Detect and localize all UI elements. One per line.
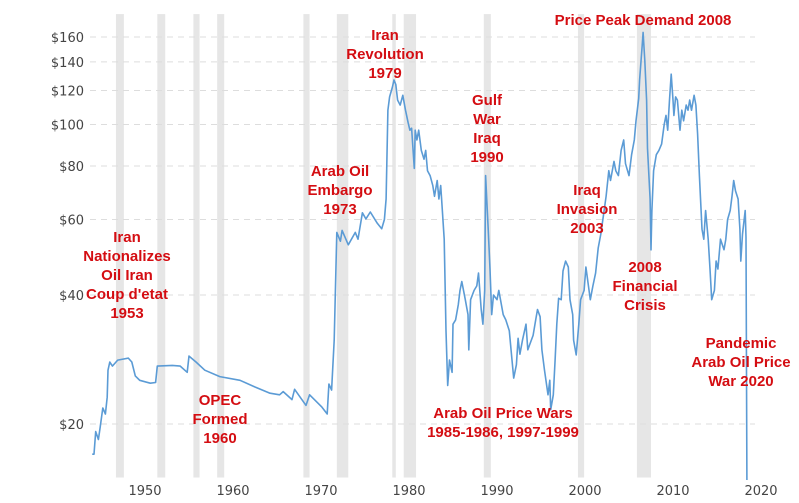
event-annotation: Arab Oil Embargo 1973 (307, 162, 372, 219)
annotation-line: Pandemic (705, 335, 777, 352)
x-axis-ticks: 1950 1960 1970 1980 1990 2000 2010 2020 (128, 484, 777, 499)
recession-band (392, 14, 396, 478)
annotation-line: 1990 (470, 149, 504, 166)
y-tick-label: $60 (59, 214, 84, 229)
annotation-line: Invasion (556, 201, 618, 218)
annotation-line: Iraq (573, 182, 601, 199)
annotation-line: Arab Oil Price (691, 354, 791, 371)
annotation-line: Revolution (346, 46, 424, 63)
x-tick-label: 1950 (128, 484, 161, 499)
annotation-line: 1953 (110, 305, 144, 322)
recession-band (577, 14, 585, 478)
annotation-line: 1985-1986, 1997-1999 (427, 424, 579, 441)
annotation-line: War 2020 (708, 373, 774, 390)
event-annotation: Iraq Invasion 2003 (557, 181, 618, 238)
annotation-line: Oil Iran (101, 267, 153, 284)
recession-band (193, 14, 200, 478)
event-annotation: Gulf War Iraq 1990 (470, 91, 503, 167)
annotation-line: Formed (192, 411, 248, 428)
event-annotation: Price Peak Demand 2008 (555, 11, 732, 30)
annotation-line: 2003 (570, 220, 604, 237)
x-tick-label: 2010 (656, 484, 689, 499)
annotation-line: Gulf (472, 92, 502, 109)
gridlines (90, 36, 755, 425)
annotation-line: Iran (371, 27, 399, 44)
recession-band (336, 14, 349, 478)
event-annotation: Iran Nationalizes Oil Iran Coup d'etat 1953 (83, 228, 171, 323)
annotation-line: Crisis (624, 297, 666, 314)
recession-band (157, 14, 166, 478)
y-axis-ticks: $20 $40 $60 $80 $100 $120 $140 $160 (51, 31, 84, 433)
recession-band (403, 14, 417, 478)
annotation-line: 2008 (628, 259, 662, 276)
y-tick-label: $100 (51, 118, 84, 133)
annotation-line: 1973 (323, 201, 357, 218)
annotation-line: Coup d'etat (86, 286, 168, 303)
y-tick-label: $80 (59, 160, 84, 175)
event-annotation: Pandemic Arab Oil Price War 2020 (691, 334, 790, 391)
y-tick-label: $120 (51, 85, 84, 100)
y-tick-label: $40 (59, 289, 84, 304)
y-tick-label: $140 (51, 56, 84, 71)
x-tick-label: 1990 (480, 484, 513, 499)
annotation-line: Arab Oil Price Wars (433, 405, 573, 422)
y-tick-label: $20 (59, 418, 84, 433)
x-tick-label: 2000 (568, 484, 601, 499)
annotation-line: Nationalizes (83, 248, 171, 265)
price-series-line (92, 31, 748, 481)
x-tick-label: 1960 (216, 484, 249, 499)
annotation-line: Price Peak Demand 2008 (554, 12, 732, 29)
recession-band (483, 14, 491, 478)
event-annotation: OPEC Formed 1960 (192, 391, 247, 448)
annotation-line: War (473, 111, 501, 128)
recession-band (303, 14, 310, 478)
annotation-line: Arab Oil (310, 163, 370, 180)
recession-band (217, 14, 225, 478)
annotation-line: Embargo (307, 182, 373, 199)
event-annotation: Iran Revolution 1979 (346, 26, 424, 83)
annotation-line: 1960 (203, 430, 237, 447)
x-tick-label: 2020 (744, 484, 777, 499)
annotation-line: Iran (113, 229, 141, 246)
y-tick-label: $160 (51, 31, 84, 46)
event-annotation: Arab Oil Price Wars 1985-1986, 1997-1999 (427, 404, 579, 442)
annotation-line: 1979 (368, 65, 402, 82)
annotation-line: Financial (612, 278, 678, 295)
x-tick-label: 1970 (304, 484, 337, 499)
recession-band (115, 14, 124, 478)
event-annotation: 2008 Financial Crisis (612, 258, 677, 315)
annotation-line: Iraq (473, 130, 501, 147)
annotation-line: OPEC (198, 392, 242, 409)
x-tick-label: 1980 (392, 484, 425, 499)
